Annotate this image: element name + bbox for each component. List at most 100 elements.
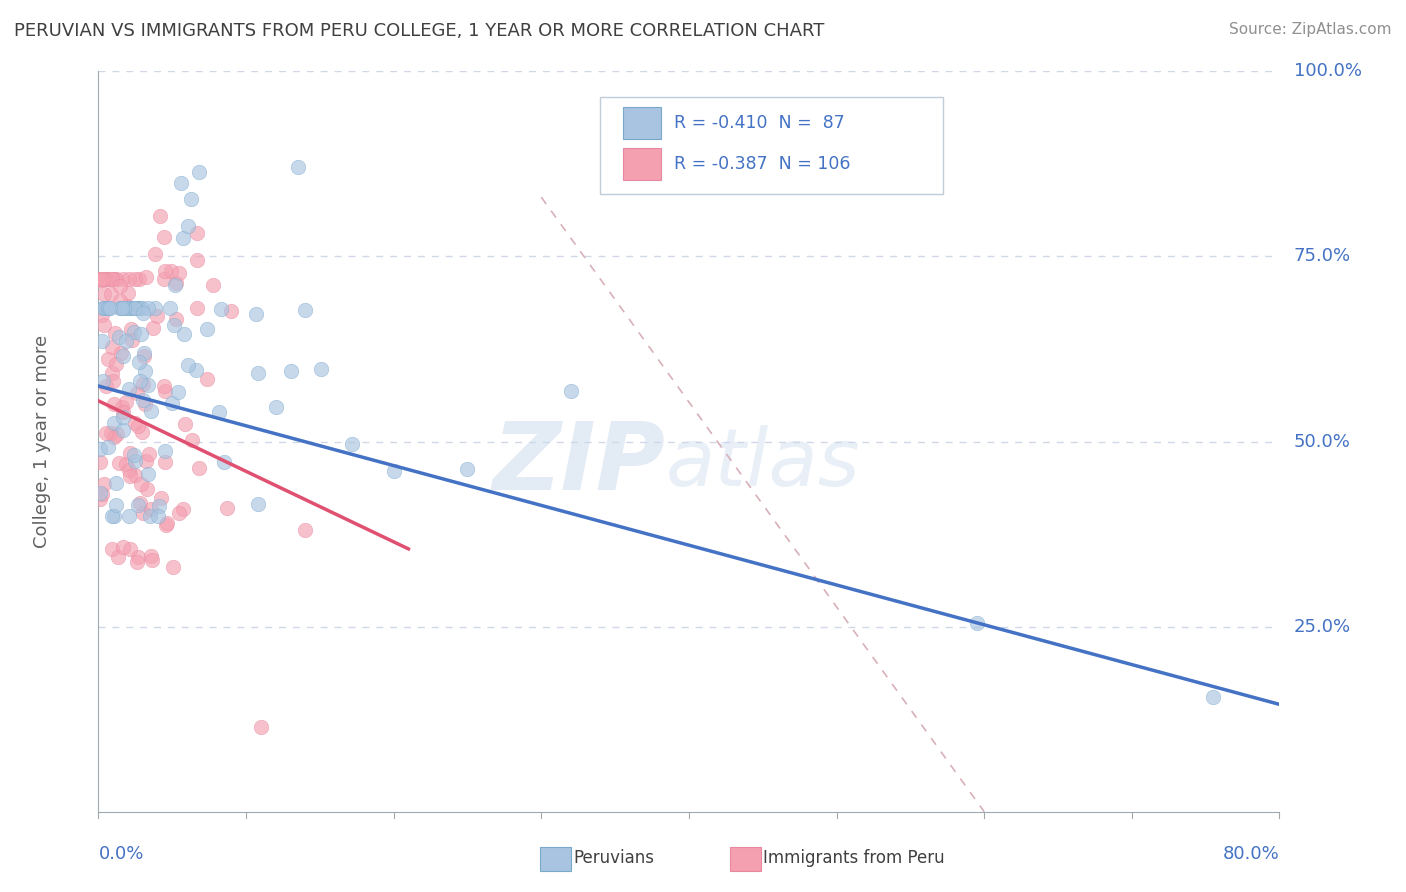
Point <box>457 462 479 476</box>
Point <box>155 443 177 458</box>
Point <box>287 160 309 174</box>
Point <box>149 209 172 223</box>
Point <box>132 393 155 408</box>
Point <box>166 384 188 399</box>
Point <box>149 491 172 505</box>
Point <box>89 491 111 506</box>
Point <box>94 301 117 316</box>
Point <box>127 549 149 564</box>
Point <box>131 301 153 316</box>
Point <box>172 231 194 245</box>
Point <box>124 454 146 468</box>
Point <box>93 301 115 316</box>
FancyBboxPatch shape <box>623 147 661 180</box>
Point <box>153 379 176 393</box>
Point <box>105 498 128 512</box>
Point <box>382 464 405 478</box>
Point <box>122 325 145 339</box>
Point <box>89 442 111 457</box>
Point <box>103 374 125 388</box>
Point <box>100 286 122 301</box>
Text: 50.0%: 50.0% <box>1294 433 1351 450</box>
Point <box>136 377 159 392</box>
Point <box>180 433 202 447</box>
Point <box>104 326 127 341</box>
Point <box>128 355 150 369</box>
Point <box>309 362 332 376</box>
Point <box>163 278 186 293</box>
Point <box>114 394 136 409</box>
Point <box>90 271 112 285</box>
Point <box>122 448 145 462</box>
Point <box>159 301 181 316</box>
Point <box>186 301 208 315</box>
Point <box>118 301 141 316</box>
Point <box>128 271 150 285</box>
Point <box>101 366 124 380</box>
Point <box>117 301 139 316</box>
Text: Immigrants from Peru: Immigrants from Peru <box>763 849 945 867</box>
Point <box>169 266 191 280</box>
Point <box>169 506 191 520</box>
Point <box>128 496 150 510</box>
Point <box>165 312 187 326</box>
Text: ZIP: ZIP <box>492 417 665 509</box>
Point <box>111 409 134 424</box>
Point <box>131 306 153 320</box>
Point <box>186 226 208 240</box>
Point <box>120 322 142 336</box>
Point <box>280 364 302 378</box>
Point <box>125 386 148 401</box>
Point <box>264 400 287 414</box>
Point <box>110 301 132 316</box>
Point <box>131 425 153 439</box>
Point <box>117 299 139 313</box>
Point <box>108 279 131 293</box>
Point <box>89 486 111 500</box>
Point <box>103 508 125 523</box>
Point <box>111 349 134 363</box>
Point <box>96 271 118 285</box>
Point <box>124 301 146 316</box>
Point <box>120 446 142 460</box>
Point <box>138 447 160 461</box>
Point <box>173 417 195 431</box>
Point <box>139 549 162 563</box>
Text: 75.0%: 75.0% <box>1294 247 1351 266</box>
Point <box>159 264 181 278</box>
Point <box>120 468 142 483</box>
Point <box>103 397 125 411</box>
Point <box>169 176 191 190</box>
Text: R = -0.410  N =  87: R = -0.410 N = 87 <box>673 114 845 132</box>
Point <box>118 271 141 285</box>
Point <box>93 271 115 285</box>
Point <box>94 271 117 285</box>
Point <box>247 366 270 380</box>
Point <box>153 384 176 399</box>
Point <box>120 301 142 316</box>
Point <box>121 333 143 347</box>
Point <box>129 301 152 316</box>
FancyBboxPatch shape <box>623 107 661 139</box>
Point <box>195 322 218 336</box>
Point <box>208 405 231 419</box>
Point <box>101 271 124 285</box>
Point <box>135 270 157 285</box>
Point <box>172 501 194 516</box>
Point <box>101 340 124 354</box>
Point <box>188 460 211 475</box>
Point <box>250 720 273 734</box>
Point <box>135 482 157 496</box>
Point <box>103 429 125 443</box>
Point <box>163 318 186 332</box>
Point <box>143 301 166 316</box>
Point <box>112 540 135 554</box>
Point <box>177 219 200 233</box>
Point <box>107 550 129 565</box>
Point <box>131 506 153 520</box>
Point <box>125 301 148 316</box>
Point <box>184 363 207 377</box>
Text: 0.0%: 0.0% <box>98 845 143 863</box>
Point <box>134 346 156 360</box>
Point <box>91 301 114 316</box>
